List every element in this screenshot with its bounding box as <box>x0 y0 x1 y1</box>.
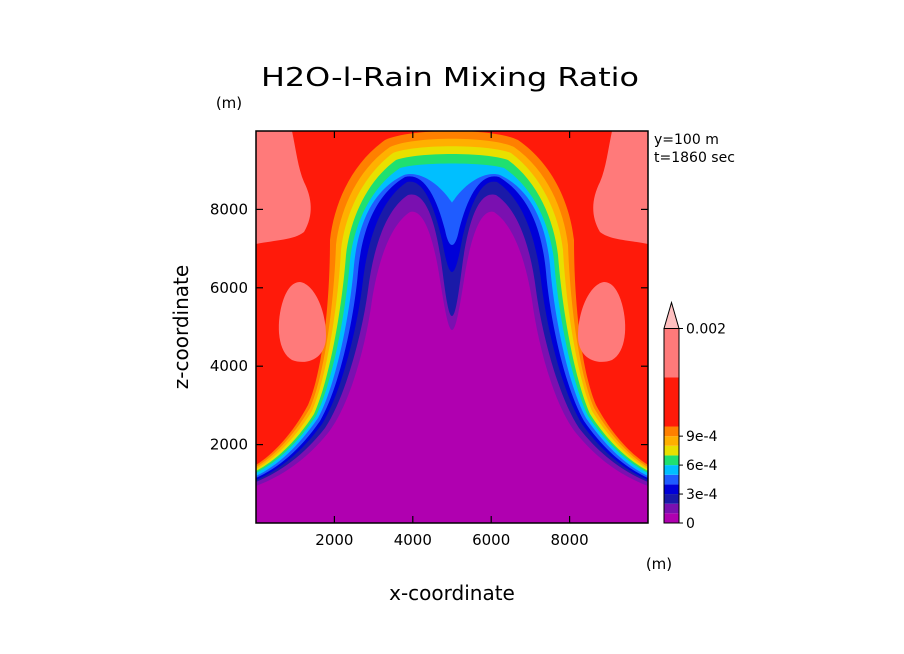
colorbar-segment <box>664 494 679 504</box>
colorbar-label: 6e-4 <box>686 458 718 474</box>
colorbar-label: 9e-4 <box>686 429 718 445</box>
pink-region-mid-left <box>278 282 326 362</box>
colorbar-segment <box>664 513 679 523</box>
colorbar-label: 3e-4 <box>686 487 718 503</box>
colorbar-segment <box>664 377 679 427</box>
magenta-core <box>256 211 648 523</box>
annotation-time: t=1860 sec <box>654 150 735 166</box>
pink-region-top-right <box>593 131 648 244</box>
y-unit-label: (m) <box>216 94 242 112</box>
colorbar-label: 0.002 <box>686 322 726 338</box>
y-tick-label: 8000 <box>210 200 248 218</box>
x-tick-label: 4000 <box>394 531 432 549</box>
contour-field <box>256 131 648 523</box>
pink-region-top-left <box>256 131 311 244</box>
colorbar-segment <box>664 436 679 446</box>
pink-region-mid-right <box>578 282 626 362</box>
colorbar: 0 3e-4 6e-4 9e-4 0.002 <box>663 300 726 532</box>
x-unit-label: (m) <box>646 555 672 573</box>
x-tick-label: 2000 <box>315 531 353 549</box>
colorbar-segment <box>664 474 679 485</box>
y-tick-label: 6000 <box>210 279 248 297</box>
colorbar-segment <box>664 426 679 437</box>
colorbar-overflow-triangle <box>663 300 680 329</box>
colorbar-segment <box>664 328 679 378</box>
axis-tick-labels: 2000 4000 6000 8000 2000 4000 6000 8000 <box>210 200 589 549</box>
plot-frame <box>255 130 649 524</box>
colorbar-segment <box>664 445 679 456</box>
x-axis-label: x-coordinate <box>389 581 515 605</box>
annotation-y-position: y=100 m <box>654 132 719 148</box>
colorbar-segment <box>664 465 679 475</box>
colorbar-segment <box>664 503 679 514</box>
colorbar-segment <box>664 484 679 495</box>
axis-ticks <box>256 131 648 523</box>
colorbar-label: 0 <box>686 516 695 532</box>
colorbar-segment <box>664 455 679 466</box>
x-tick-label: 8000 <box>551 531 589 549</box>
colorbar-frame <box>663 328 680 524</box>
y-tick-label: 2000 <box>210 436 248 454</box>
y-axis-label: z-coordinate <box>169 265 193 389</box>
x-tick-label: 6000 <box>472 531 510 549</box>
chart-title: H2O-l-Rain Mixing Ratio <box>261 63 639 93</box>
y-tick-label: 4000 <box>210 357 248 375</box>
